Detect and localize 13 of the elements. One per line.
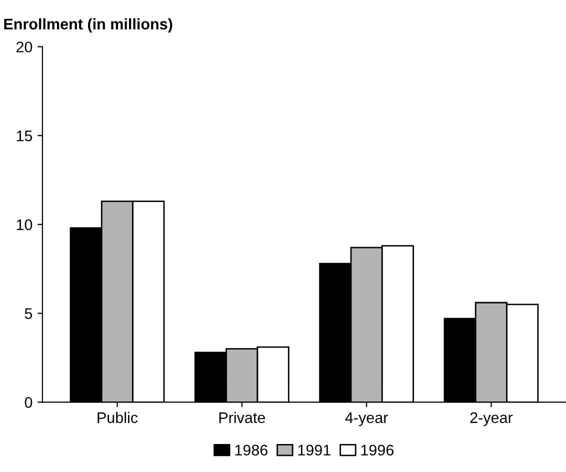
x-tick-label: Public bbox=[98, 412, 138, 424]
legend-label: 1986 bbox=[235, 444, 268, 456]
x-tick-label: 4-year bbox=[345, 412, 388, 426]
x-tick-label: 2-year bbox=[470, 412, 513, 426]
legend-label: 1996 bbox=[361, 444, 394, 456]
x-tick-label: Private bbox=[219, 412, 265, 424]
y-tick-label: 15 bbox=[16, 130, 32, 142]
y-tick-label: 10 bbox=[16, 219, 32, 230]
y-tick-label: 5 bbox=[24, 308, 32, 319]
y-tick-label: 0 bbox=[24, 397, 32, 408]
legend-label: 1991 bbox=[298, 444, 330, 456]
y-axis-title: Enrollment (in millions) bbox=[4, 18, 172, 33]
y-tick-label: 20 bbox=[16, 42, 32, 52]
